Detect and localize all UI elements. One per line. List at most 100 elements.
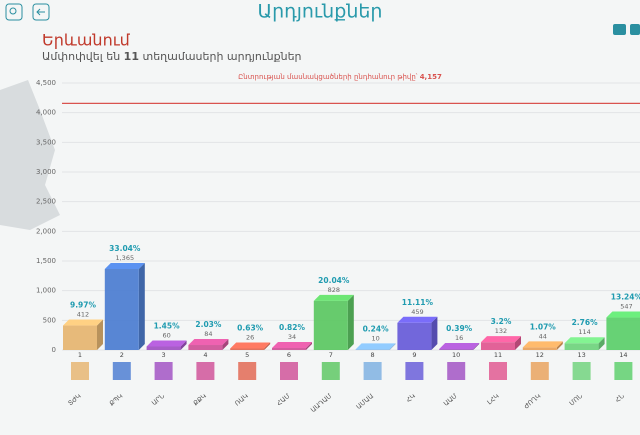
party-logo bbox=[614, 362, 633, 380]
bar bbox=[481, 342, 515, 350]
bar bbox=[564, 343, 599, 350]
y-tick-label: 2,000 bbox=[36, 227, 56, 235]
page-title: Արդյունքներ bbox=[258, 1, 383, 23]
y-tick-label: 2,500 bbox=[36, 198, 56, 206]
bar bbox=[230, 348, 265, 350]
percent-label: 20.04% bbox=[318, 276, 350, 285]
map-shape bbox=[0, 80, 60, 230]
x-tick-label: 4 bbox=[203, 351, 207, 359]
x-tick-label: 5 bbox=[245, 351, 249, 359]
x-tick-label: 2 bbox=[120, 351, 124, 359]
bar-side bbox=[138, 263, 145, 350]
bar bbox=[272, 347, 306, 350]
party-name: ՔՊԿ bbox=[108, 392, 125, 408]
value-label: 10 bbox=[371, 334, 379, 342]
y-tick-label: 4,500 bbox=[36, 79, 56, 87]
party-name: ԱԱԴԱՄ bbox=[309, 392, 333, 414]
search-icon bbox=[9, 7, 17, 15]
party-name: ՄՈՆ bbox=[568, 392, 585, 408]
value-label: 459 bbox=[411, 308, 423, 316]
summary-text: տեղամասերի արդյունքներ bbox=[142, 50, 301, 63]
bar bbox=[146, 346, 181, 350]
bar bbox=[63, 325, 97, 350]
bar-top bbox=[146, 340, 187, 347]
back-button[interactable] bbox=[32, 3, 50, 21]
bar-top bbox=[606, 311, 640, 318]
percent-label: 1.45% bbox=[154, 321, 181, 330]
search-button[interactable] bbox=[5, 3, 23, 21]
bar-side bbox=[598, 337, 605, 350]
x-tick-label: 7 bbox=[329, 351, 333, 359]
party-logo bbox=[154, 362, 173, 380]
party-name: ԱՄԱԱ bbox=[355, 392, 376, 411]
bar bbox=[522, 347, 557, 350]
y-tick-label: 4,000 bbox=[36, 109, 56, 117]
x-tick-label: 8 bbox=[371, 351, 375, 359]
x-tick-label: 6 bbox=[287, 351, 291, 359]
bar-top bbox=[481, 336, 521, 343]
percent-label: 33.04% bbox=[109, 244, 141, 253]
party-name: ՌԱԿ bbox=[233, 392, 250, 408]
home-button[interactable] bbox=[613, 24, 626, 35]
party-name: ՏԺԿ bbox=[67, 392, 83, 407]
region-title: Երևանում bbox=[42, 31, 131, 50]
bar-side bbox=[515, 336, 521, 350]
bar bbox=[313, 300, 348, 350]
bar-top bbox=[104, 263, 145, 270]
party-logo bbox=[572, 362, 591, 380]
back-icon bbox=[36, 8, 45, 16]
percent-label: 2.03% bbox=[195, 320, 222, 329]
bar-top bbox=[230, 342, 271, 349]
summary-text: Ամփոփվել են bbox=[42, 50, 120, 63]
reference-text: Ընտրության մասնակցածների ընդհանուր թիվը՝ bbox=[238, 73, 418, 81]
x-tick-label: 13 bbox=[577, 351, 585, 359]
x-tick-label: 12 bbox=[536, 351, 544, 359]
bar-top bbox=[522, 341, 563, 348]
bar-side bbox=[556, 341, 563, 350]
summary-count: 11 bbox=[124, 50, 139, 63]
party-logo bbox=[363, 362, 382, 380]
bar-top bbox=[397, 316, 438, 323]
bar bbox=[439, 349, 474, 350]
bar-side bbox=[347, 294, 354, 350]
y-tick-label: 1,000 bbox=[36, 287, 56, 295]
percent-label: 0.24% bbox=[363, 324, 390, 333]
party-name: ՀՆ bbox=[614, 392, 627, 404]
bar-side bbox=[97, 319, 103, 350]
x-tick-label: 14 bbox=[619, 351, 627, 359]
bar-side bbox=[389, 343, 396, 350]
bar-top bbox=[272, 341, 312, 348]
x-tick-label: 9 bbox=[412, 351, 416, 359]
party-logo bbox=[71, 362, 89, 380]
percent-label: 0.82% bbox=[279, 323, 306, 332]
value-label: 828 bbox=[328, 286, 340, 294]
reference-label: Ընտրության մասնակցածների ընդհանուր թիվը՝… bbox=[238, 73, 442, 81]
bar bbox=[606, 317, 640, 350]
party-logo bbox=[112, 362, 131, 380]
bar-side bbox=[473, 343, 480, 350]
party-name: ՀԱՄ bbox=[275, 392, 291, 408]
percent-label: 0.63% bbox=[237, 323, 264, 332]
value-label: 34 bbox=[288, 333, 296, 341]
menu-button[interactable] bbox=[630, 24, 640, 35]
bar-top bbox=[63, 319, 103, 326]
party-name: ԱՐՆ bbox=[150, 392, 166, 407]
bar bbox=[355, 349, 390, 350]
bar-side bbox=[431, 316, 438, 350]
bar bbox=[104, 269, 139, 350]
party-name: ԱԱՄ bbox=[442, 392, 459, 408]
value-label: 547 bbox=[620, 303, 632, 311]
y-tick-label: 500 bbox=[43, 316, 56, 324]
percent-label: 11.11% bbox=[402, 298, 434, 307]
party-logo bbox=[447, 362, 466, 380]
party-logo bbox=[238, 362, 257, 380]
party-name: ՔՔԿ bbox=[192, 392, 209, 408]
party-name: ԺՈՂԿ bbox=[522, 392, 542, 411]
value-label: 412 bbox=[77, 311, 89, 319]
x-tick-label: 10 bbox=[452, 351, 460, 359]
party-name: ԼՀԿ bbox=[486, 392, 501, 407]
y-tick-label: 1,500 bbox=[36, 257, 56, 265]
party-logo bbox=[489, 362, 507, 380]
